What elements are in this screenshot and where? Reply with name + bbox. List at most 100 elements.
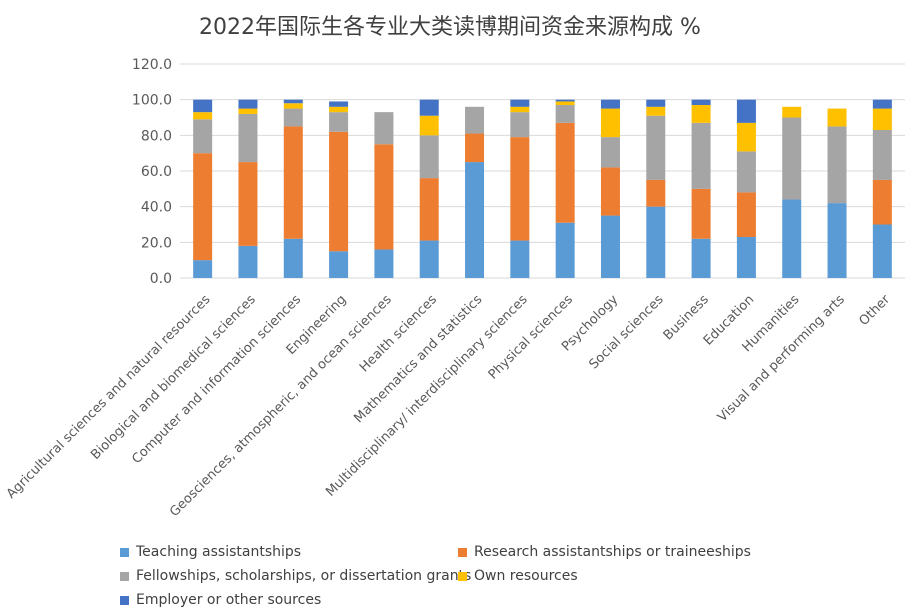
bar-segment [555, 122, 575, 223]
bar-segment [283, 126, 303, 239]
bar-segment [555, 105, 575, 123]
bar-segment [736, 122, 756, 152]
legend-label: Employer or other sources [136, 592, 322, 608]
bar-segment [419, 135, 439, 179]
bar-segment [329, 112, 349, 132]
y-tick-label: 80.0 [141, 128, 172, 144]
bar-segment [555, 222, 575, 278]
bar-segment [872, 108, 892, 130]
bar-segment [238, 162, 258, 246]
bar-segment [600, 215, 620, 278]
bar-segment [510, 112, 530, 138]
legend-item: Own resources [458, 568, 578, 584]
bar-segment [465, 106, 485, 134]
bar-segment [419, 240, 439, 278]
bar-segment [555, 101, 575, 106]
bar-segment [329, 101, 349, 107]
bar-segment [238, 108, 258, 114]
bar-segment [283, 238, 303, 278]
legend-label: Own resources [474, 568, 578, 584]
y-tick-label: 40.0 [141, 200, 172, 216]
legend-item: Teaching assistantships [120, 544, 301, 560]
bar-segment [193, 260, 213, 278]
bar-segment [510, 99, 530, 107]
bar-segment [600, 108, 620, 138]
y-axis-tick-labels: 0.0 20.0 40.0 60.0 80.0 100.0 120.0 [132, 57, 172, 287]
bar-segment [510, 137, 530, 241]
bar-segment [691, 105, 711, 123]
x-axis-tick-labels: Agricultural sciences and natural resour… [4, 292, 894, 520]
x-tick-label: Biological and biomedical sciences [88, 292, 259, 463]
bar-segment [691, 238, 711, 278]
bar-segment [691, 122, 711, 189]
bar-segment [238, 245, 258, 278]
bar-segment [419, 115, 439, 136]
bar-segment [736, 192, 756, 237]
bar-segment [555, 99, 575, 102]
legend-swatch [120, 595, 129, 605]
bar-segment [782, 117, 802, 200]
bar-segment [691, 188, 711, 239]
bar-segment [736, 236, 756, 278]
bar-segment [827, 203, 847, 278]
bar-segment [736, 151, 756, 193]
bar-segment [600, 137, 620, 168]
x-tick-label: Physical sciences [486, 292, 576, 382]
y-tick-label: 20.0 [141, 235, 172, 251]
bar-segment [782, 199, 802, 278]
bar-segment [600, 167, 620, 216]
legend-swatch [458, 547, 467, 557]
bar-segment [193, 99, 213, 113]
bar-segment [374, 112, 394, 145]
y-tick-label: 0.0 [150, 271, 172, 287]
bar-segment [238, 99, 258, 109]
bar-segment [193, 153, 213, 261]
bar-segment [600, 99, 620, 109]
x-tick-label: Agricultural sciences and natural resour… [4, 292, 214, 502]
bar-segment [238, 113, 258, 163]
bar-segment [193, 112, 213, 120]
bar-segment [465, 133, 485, 163]
bar-segment [827, 126, 847, 204]
bar-segment [646, 106, 666, 116]
legend-item: Employer or other sources [120, 592, 321, 608]
x-tick-label: Computer and information sciences [129, 292, 304, 467]
bar-segment [510, 106, 530, 113]
bar-segment [646, 206, 666, 278]
bar-segment [646, 99, 666, 107]
bar-segment [419, 99, 439, 116]
legend-label: Research assistantships or traineeships [474, 544, 751, 560]
legend-label: Teaching assistantships [136, 544, 302, 560]
x-tick-label: Health sciences [357, 292, 440, 375]
bar-segment [419, 178, 439, 241]
bar-segment [872, 99, 892, 109]
legend-item: Research assistantships or traineeships [458, 544, 751, 560]
y-tick-label: 100.0 [132, 93, 172, 109]
bar-segment [827, 108, 847, 127]
bar-segment [782, 106, 802, 118]
legend-label: Fellowships, scholarships, or dissertati… [136, 568, 472, 584]
bar-segment [465, 162, 485, 278]
bar-segment [329, 251, 349, 278]
x-tick-label: Other [856, 292, 893, 329]
bar-segment [329, 106, 349, 113]
bars [193, 99, 892, 278]
bar-segment [283, 99, 303, 104]
y-tick-label: 60.0 [141, 164, 172, 180]
bar-segment [283, 103, 303, 109]
bar-segment [374, 249, 394, 278]
bar-segment [646, 179, 666, 207]
chart-title: 2022年国际生各专业大类读博期间资金来源构成 % [199, 15, 701, 40]
bar-segment [646, 115, 666, 180]
bar-segment [872, 129, 892, 180]
legend-swatch [120, 547, 129, 557]
bar-segment [329, 131, 349, 252]
bar-segment [691, 99, 711, 106]
legend-swatch [120, 571, 129, 581]
legend-item: Fellowships, scholarships, or dissertati… [120, 568, 471, 584]
legend-swatch [458, 571, 467, 581]
bar-segment [872, 179, 892, 225]
bar-segment [374, 144, 394, 250]
bar-segment [872, 224, 892, 278]
